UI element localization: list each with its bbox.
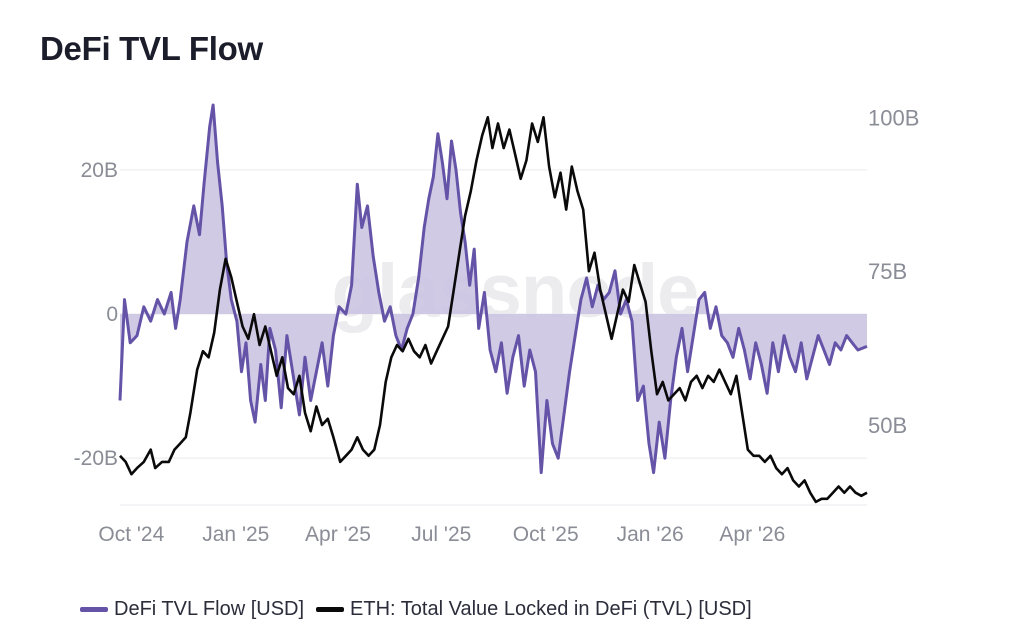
x-tick-label: Jan '25 xyxy=(202,523,269,546)
legend-label-tvl: ETH: Total Value Locked in DeFi (TVL) [U… xyxy=(350,598,752,620)
x-tick-label: Jul '25 xyxy=(411,523,471,546)
x-tick-label: Apr '25 xyxy=(305,523,371,546)
y-left-tick-label: 20B xyxy=(81,159,118,182)
x-tick-label: Jan '26 xyxy=(617,523,684,546)
y-left-tick-label: 0 xyxy=(106,303,118,326)
y-right-tick-label: 75B xyxy=(868,259,907,284)
x-tick-label: Apr '26 xyxy=(719,523,785,546)
legend-item-tvl[interactable]: ETH: Total Value Locked in DeFi (TVL) [U… xyxy=(316,598,752,621)
chart-title: DeFi TVL Flow xyxy=(40,30,263,67)
axes: 20B 0 -20B 100B 75B 50B Oct '24 Jan '25 Apr '25 J… xyxy=(74,105,920,546)
x-tick-label: Oct '24 xyxy=(98,523,164,546)
series-line-tvl xyxy=(119,116,868,504)
legend-label-flow: DeFi TVL Flow [USD] xyxy=(114,598,305,620)
y-right-tick-label: 50B xyxy=(868,413,907,438)
legend-swatch-flow xyxy=(80,607,108,612)
series-lines xyxy=(118,103,868,504)
legend-item-flow[interactable]: DeFi TVL Flow [USD] xyxy=(80,598,304,621)
x-tick-label: Oct '25 xyxy=(513,523,579,546)
y-right-tick-label: 100B xyxy=(868,105,919,130)
legend-swatch-tvl xyxy=(316,607,345,612)
y-left-tick-label: -20B xyxy=(74,447,118,470)
legend: DeFi TVL Flow [USD] ETH: Total Value Loc… xyxy=(80,598,764,621)
series-line-flow xyxy=(118,103,868,475)
